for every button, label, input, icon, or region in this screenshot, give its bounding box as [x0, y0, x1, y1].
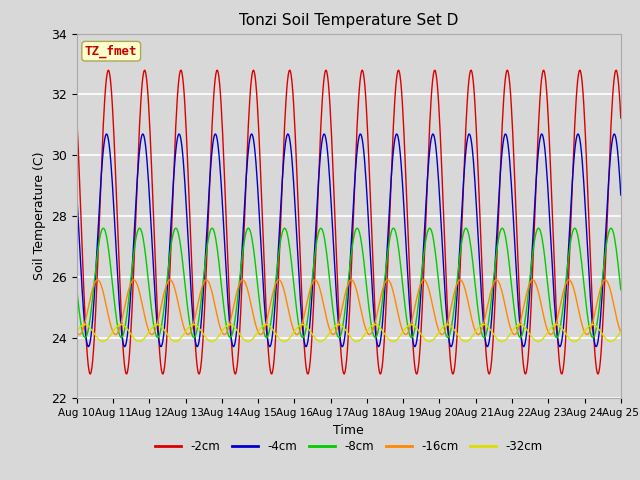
- Title: Tonzi Soil Temperature Set D: Tonzi Soil Temperature Set D: [239, 13, 458, 28]
- -8cm: [568, 229, 576, 235]
- -16cm: [76, 332, 83, 337]
- -16cm: [93, 277, 101, 283]
- -4cm: [194, 344, 202, 349]
- -4cm: [568, 177, 576, 182]
- -2cm: [194, 367, 202, 373]
- -8cm: [617, 287, 625, 293]
- -2cm: [342, 365, 349, 371]
- -8cm: [217, 280, 225, 286]
- Legend: -2cm, -4cm, -8cm, -16cm, -32cm: -2cm, -4cm, -8cm, -16cm, -32cm: [150, 436, 547, 458]
- -32cm: [342, 327, 349, 333]
- -2cm: [617, 115, 625, 121]
- -32cm: [73, 329, 81, 335]
- Line: -8cm: -8cm: [77, 228, 621, 337]
- -16cm: [217, 327, 225, 333]
- -2cm: [395, 67, 403, 73]
- -8cm: [81, 335, 89, 340]
- -8cm: [99, 225, 107, 231]
- -4cm: [617, 192, 625, 198]
- -32cm: [395, 335, 403, 341]
- -2cm: [217, 102, 225, 108]
- -4cm: [102, 131, 110, 137]
- X-axis label: Time: Time: [333, 424, 364, 437]
- -16cm: [395, 313, 403, 319]
- -16cm: [194, 302, 202, 308]
- -32cm: [217, 330, 225, 336]
- -4cm: [342, 325, 349, 331]
- -4cm: [449, 341, 456, 347]
- -16cm: [568, 282, 576, 288]
- Line: -16cm: -16cm: [77, 280, 621, 335]
- -32cm: [194, 324, 202, 329]
- -4cm: [73, 192, 81, 198]
- -4cm: [217, 180, 225, 186]
- -32cm: [81, 322, 89, 327]
- -32cm: [99, 339, 107, 345]
- Text: TZ_fmet: TZ_fmet: [85, 45, 138, 58]
- -8cm: [395, 246, 403, 252]
- -2cm: [105, 67, 113, 73]
- -16cm: [73, 329, 81, 335]
- -8cm: [73, 287, 81, 293]
- -32cm: [449, 324, 456, 330]
- -16cm: [617, 329, 625, 335]
- Y-axis label: Soil Temperature (C): Soil Temperature (C): [33, 152, 45, 280]
- -4cm: [84, 344, 92, 349]
- -8cm: [449, 319, 456, 324]
- -32cm: [617, 329, 625, 335]
- -8cm: [194, 324, 202, 329]
- -2cm: [86, 371, 94, 377]
- Line: -2cm: -2cm: [77, 70, 621, 374]
- -2cm: [73, 115, 81, 121]
- Line: -4cm: -4cm: [77, 134, 621, 347]
- -4cm: [395, 137, 403, 143]
- Line: -32cm: -32cm: [77, 324, 621, 342]
- -2cm: [449, 371, 456, 376]
- -16cm: [342, 288, 349, 294]
- -2cm: [568, 175, 576, 181]
- -32cm: [568, 338, 576, 344]
- -8cm: [342, 301, 349, 307]
- -16cm: [449, 299, 456, 304]
